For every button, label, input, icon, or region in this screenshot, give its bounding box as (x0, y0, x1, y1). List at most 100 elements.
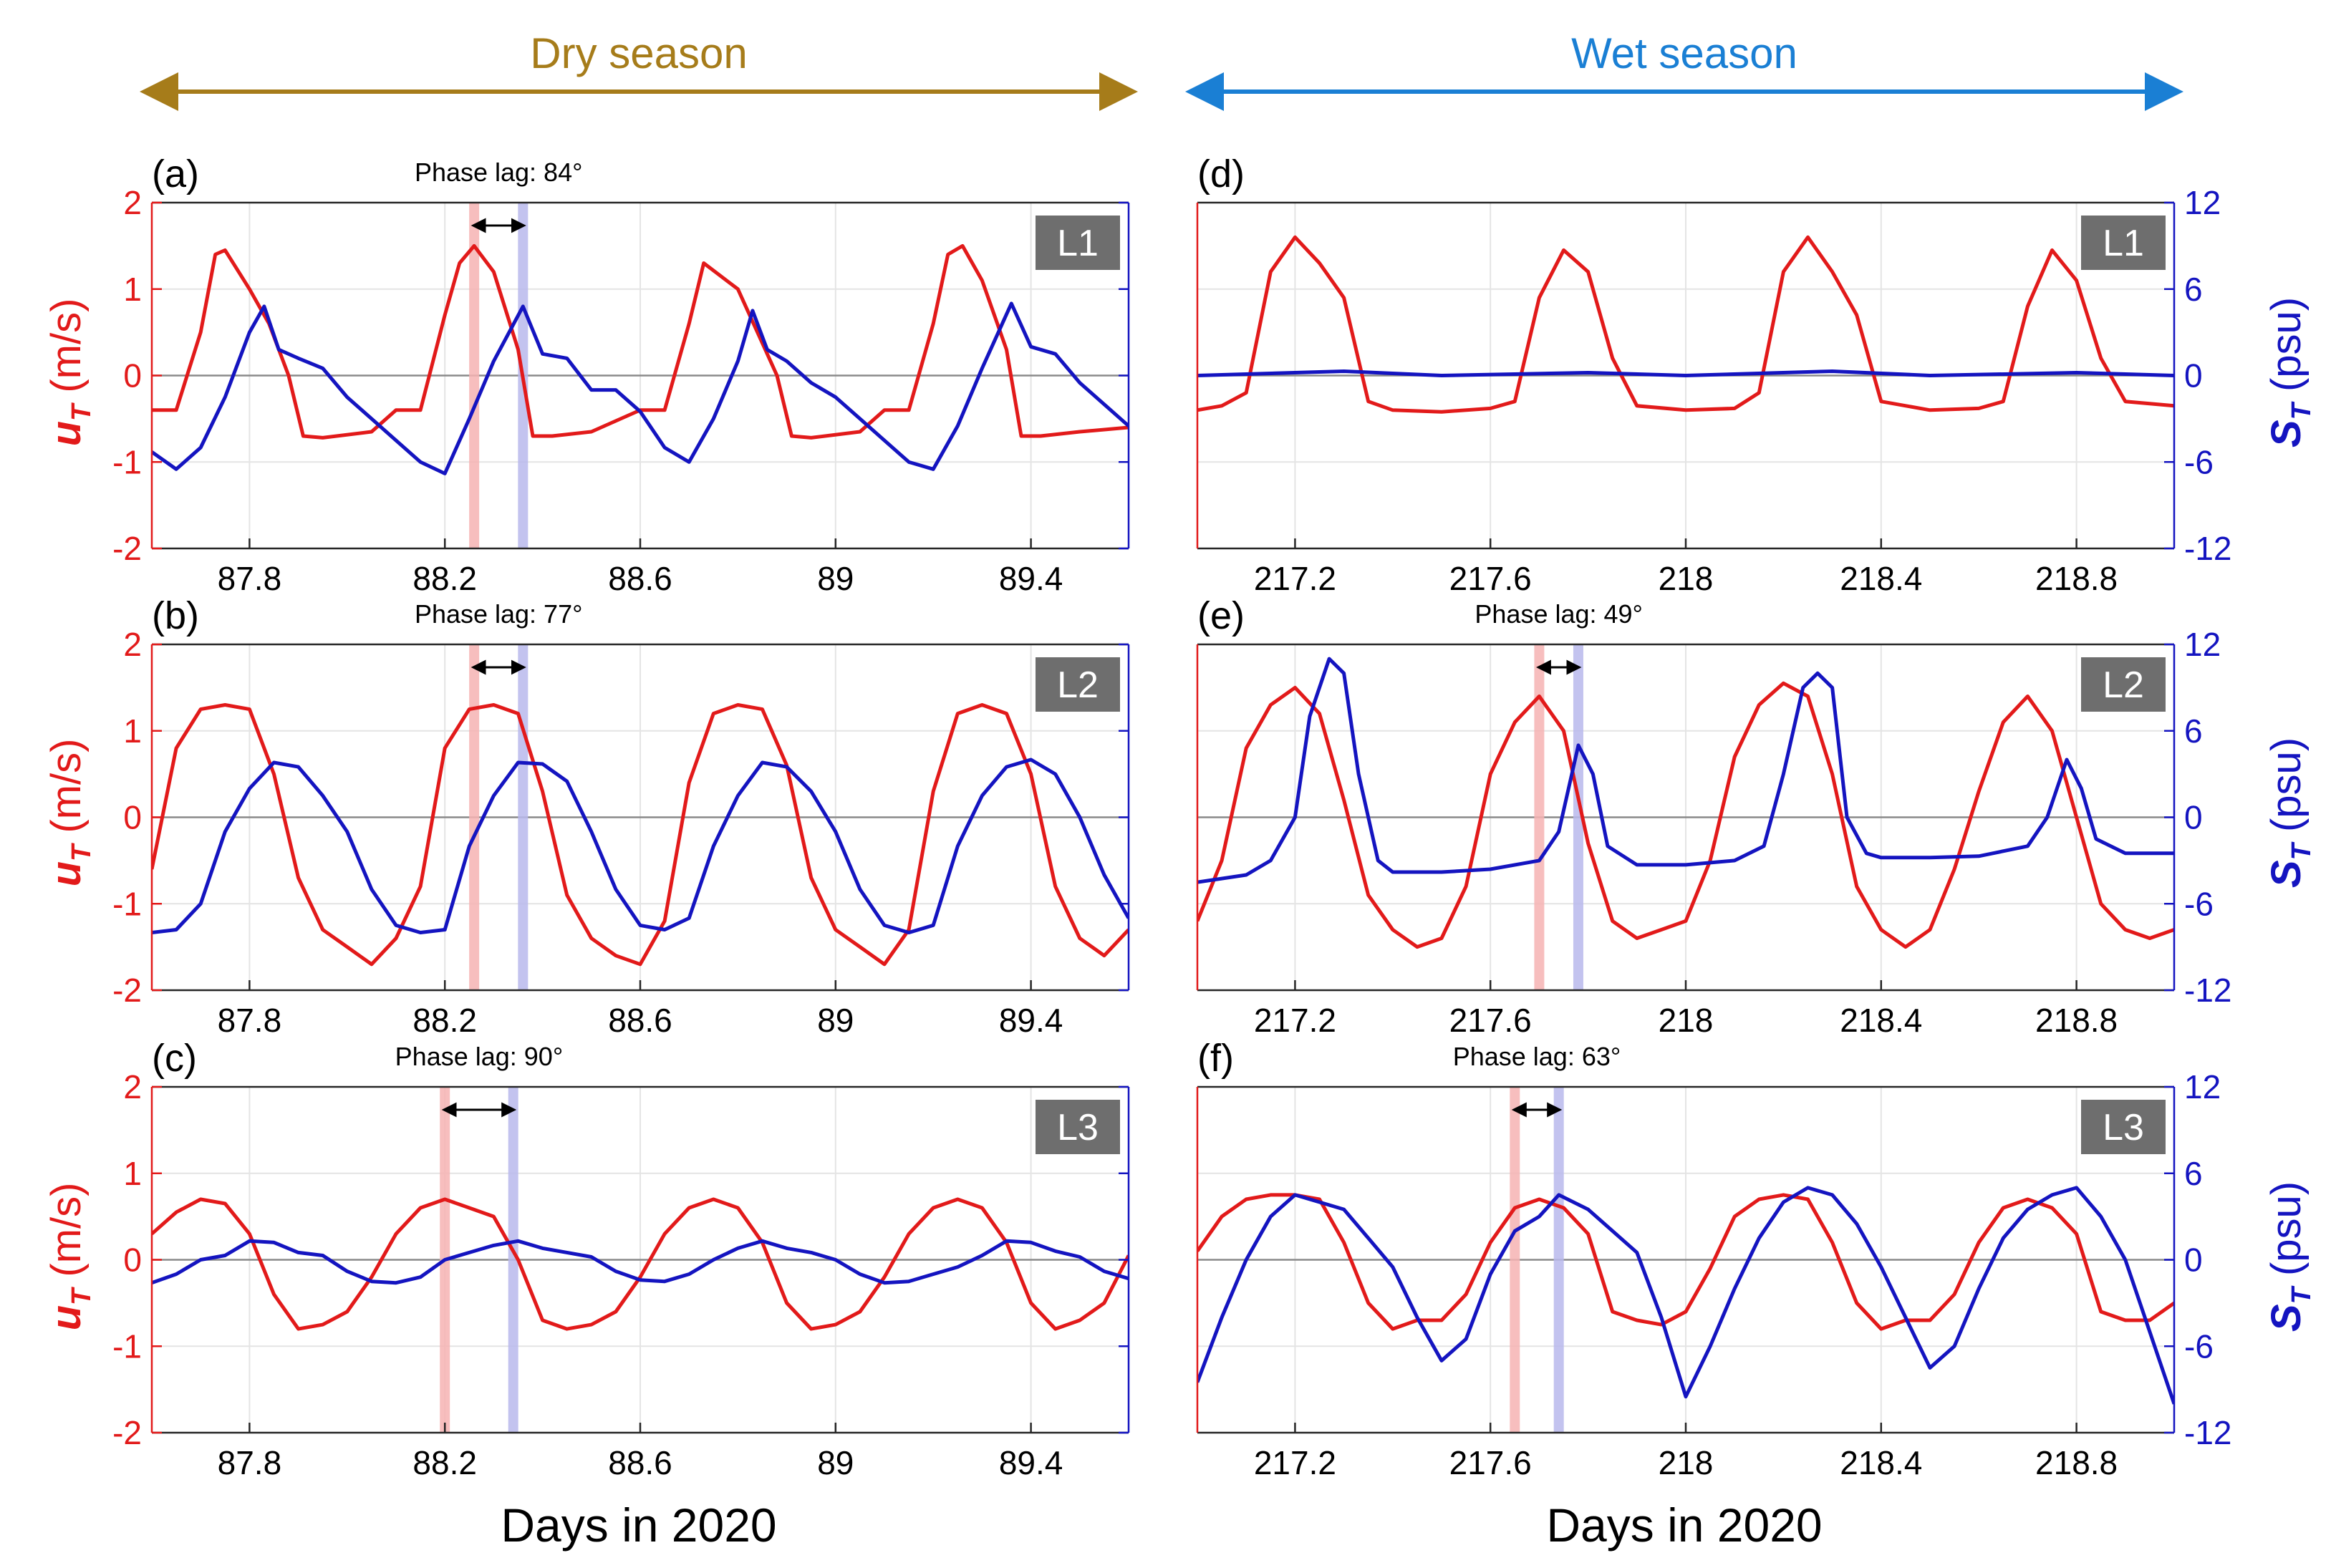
u-series-line-a (152, 243, 1129, 440)
x-tick-label: 89.4 (999, 560, 1063, 597)
u-peak-band-e (1534, 644, 1545, 990)
x-tick-label: 89 (817, 1444, 854, 1481)
left-tick-label: 0 (123, 1242, 142, 1279)
s-series-line-a (152, 301, 1129, 475)
dry-season-label: Dry season (530, 29, 747, 77)
location-badge-c (1036, 1100, 1120, 1154)
x-tick-label: 88.6 (608, 1002, 672, 1039)
right-tick-label: 12 (2184, 184, 2221, 221)
left-tick-label: 2 (123, 184, 142, 221)
right-tick-label: -12 (2184, 1414, 2231, 1451)
x-tick-label: 218.4 (1840, 1444, 1922, 1481)
right-tick-label: 12 (2184, 1068, 2221, 1105)
phase-lag-label-b: Phase lag: 77° (415, 599, 583, 629)
location-badge-d (2081, 216, 2166, 270)
s-series-line-d (1197, 369, 2174, 377)
panel-d: -12 -6 0 6 12 217.2 217.6 218 218.4 218.8 (d) L1 (1196, 153, 2231, 597)
x-tick-label: 217.2 (1254, 560, 1336, 597)
u-unit: (m/s) (43, 739, 90, 845)
u-main: u (43, 421, 90, 446)
panel-e: -12 -6 0 6 12 217.2 217.6 218 218.4 218.8 (e) L2 Pha… (1196, 594, 2231, 1039)
series-group-d (1197, 235, 2174, 414)
phase-lag-label-e: Phase lag: 49° (1475, 599, 1643, 629)
series-group-c (152, 1197, 1129, 1331)
left-tick-label: 2 (123, 1068, 142, 1105)
s-series-line-c (152, 1239, 1129, 1285)
svg-text:ST (psu): ST (psu) (2263, 737, 2317, 888)
u-sub: T (67, 843, 97, 861)
panel-label-a: (a) (152, 153, 199, 195)
panel-label-b: (b) (152, 594, 199, 637)
panel-f: -12 -6 0 6 12 217.2 217.6 218 218.4 218.8 (f) L3 Pha… (1196, 1037, 2231, 1481)
x-tick-label: 217.6 (1449, 1444, 1532, 1481)
wet-season-label: Wet season (1571, 29, 1797, 77)
s-unit: (psu) (2263, 1181, 2310, 1287)
phase-lag-label-f: Phase lag: 63° (1453, 1042, 1621, 1071)
s-peak-band-f (1553, 1087, 1564, 1433)
s-series-line-b (152, 758, 1129, 934)
right-ylabel-row-1: ST (psu) (2263, 297, 2317, 447)
series-group-a (152, 243, 1129, 475)
panel-label-e: (e) (1197, 594, 1245, 637)
left-tick-label: 1 (123, 1155, 142, 1192)
x-tick-label: 88.6 (608, 560, 672, 597)
x-tick-label: 218.8 (2035, 1444, 2118, 1481)
u-unit: (m/s) (43, 299, 90, 405)
location-badge-a (1036, 216, 1120, 270)
x-tick-label: 89.4 (999, 1002, 1063, 1039)
left-tick-label: 0 (123, 799, 142, 836)
u-series-line-e (1197, 681, 2174, 949)
s-main: S (2263, 860, 2310, 888)
left-tick-label: -1 (112, 1327, 142, 1365)
s-main: S (2263, 420, 2310, 447)
panel-label-c: (c) (152, 1037, 197, 1080)
u-main: u (43, 861, 90, 886)
right-tick-label: 0 (2184, 799, 2203, 836)
right-ylabel-row-2: ST (psu) (2263, 737, 2317, 888)
x-tick-label: 218 (1659, 560, 1714, 597)
location-badge-label-a: L1 (1057, 223, 1099, 264)
left-tick-label: -2 (112, 530, 142, 567)
phase-lag-label-c: Phase lag: 90° (395, 1042, 564, 1071)
x-tick-label: 88.2 (412, 1444, 477, 1481)
panel-a: -2 -1 0 1 2 87.8 88.2 88.6 89 89.4 (a) L1 Phase lag:… (112, 153, 1130, 597)
u-series-line-c (152, 1197, 1129, 1331)
location-badge-label-c: L3 (1057, 1107, 1099, 1148)
svg-text:uT (m/s): uT (m/s) (43, 739, 97, 887)
location-badge-label-d: L1 (2103, 223, 2144, 264)
right-tick-label: -6 (2184, 443, 2214, 480)
s-sub: T (2287, 401, 2317, 420)
right-tick-label: -12 (2184, 972, 2231, 1009)
u-sub: T (67, 402, 97, 421)
right-tick-label: 0 (2184, 1242, 2203, 1279)
svg-text:uT (m/s): uT (m/s) (43, 1183, 97, 1331)
x-tick-label: 218 (1659, 1002, 1714, 1039)
s-sub: T (2287, 1285, 2317, 1304)
panel-label-d: (d) (1197, 153, 1245, 195)
u-peak-band-a (469, 203, 480, 548)
series-group-b (152, 703, 1129, 967)
location-badge-f (2081, 1100, 2166, 1154)
panel-c: -2 -1 0 1 2 87.8 88.2 88.6 89 89.4 (c) L3 Phase lag:… (112, 1037, 1130, 1481)
left-tick-label: -2 (112, 972, 142, 1009)
x-tick-label: 87.8 (218, 1002, 282, 1039)
x-tick-label: 89 (817, 560, 854, 597)
left-tick-label: 0 (123, 357, 142, 395)
right-ylabel-row-3: ST (psu) (2263, 1181, 2317, 1332)
u-series-line-d (1197, 235, 2174, 414)
x-tick-label: 89 (817, 1002, 854, 1039)
right-tick-label: 6 (2184, 1155, 2203, 1192)
phase-lag-label-a: Phase lag: 84° (415, 158, 583, 187)
series-group-e (1197, 657, 2174, 949)
u-peak-band-f (1510, 1087, 1520, 1433)
svg-text:ST (psu): ST (psu) (2263, 1181, 2317, 1332)
left-tick-label: -1 (112, 443, 142, 480)
x-tick-label: 218.8 (2035, 560, 2118, 597)
x-tick-label: 218 (1659, 1444, 1714, 1481)
location-badge-label-e: L2 (2103, 664, 2144, 706)
left-ylabel-row-2: uT (m/s) (43, 739, 97, 887)
s-peak-band-e (1573, 644, 1583, 990)
panel-b: -2 -1 0 1 2 87.8 88.2 88.6 89 89.4 (b) L2 Phase lag:… (112, 594, 1130, 1039)
u-main: u (43, 1305, 90, 1330)
